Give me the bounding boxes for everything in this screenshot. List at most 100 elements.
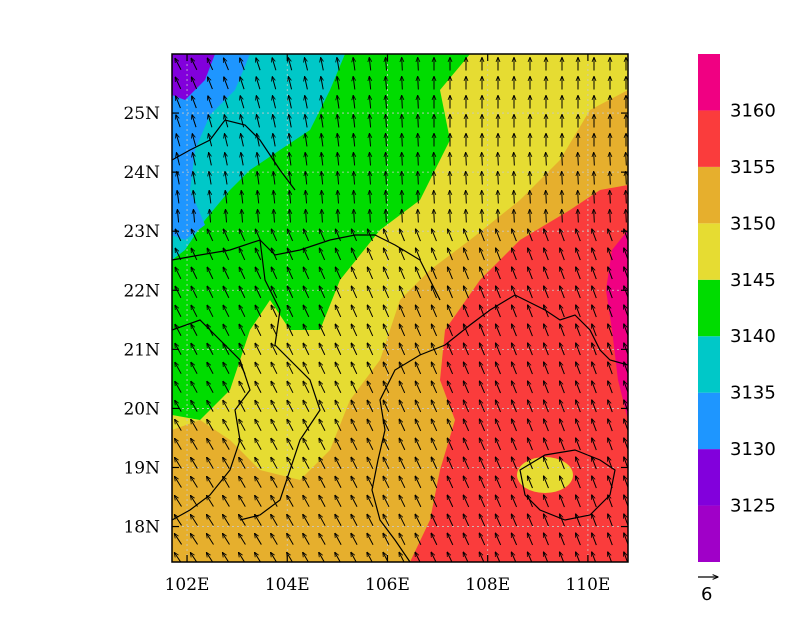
wind-vector <box>512 343 517 356</box>
wind-vector <box>495 457 502 470</box>
wind-vector <box>399 495 406 508</box>
wind-vector <box>255 514 262 526</box>
wind-vector <box>367 514 374 526</box>
wind-vector <box>287 267 294 280</box>
wind-vector <box>498 210 499 223</box>
wind-vector <box>335 305 342 318</box>
wind-vector <box>367 533 374 545</box>
wind-vector <box>594 172 595 185</box>
wind-vector <box>175 58 182 70</box>
wind-vector <box>560 457 565 470</box>
colorbar-swatch-0 <box>698 505 720 562</box>
wind-vector <box>528 267 533 280</box>
wind-vector <box>466 191 467 204</box>
wind-vector <box>191 343 198 355</box>
wind-vector <box>383 305 390 318</box>
wind-vector <box>271 400 278 412</box>
wind-vector <box>335 248 342 261</box>
wind-vector <box>319 286 326 299</box>
wind-vector <box>434 153 435 166</box>
wind-vector <box>608 381 613 394</box>
wind-vector <box>175 381 182 393</box>
wind-vector <box>207 248 214 261</box>
wind-vector <box>383 514 390 527</box>
wind-vector <box>463 438 470 451</box>
wind-vector <box>367 343 374 356</box>
wind-vector <box>303 305 310 318</box>
wind-vector <box>239 533 246 545</box>
wind-vector <box>479 343 485 356</box>
colorbar-label: 3140 <box>730 326 776 347</box>
wind-vector <box>303 324 310 337</box>
wind-vector <box>544 438 549 451</box>
wind-vector <box>464 267 469 280</box>
wind-vector <box>399 324 406 337</box>
wind-vector <box>608 324 613 337</box>
wind-vector <box>271 362 278 375</box>
wind-vector <box>271 495 278 507</box>
lon-tick-label: 102E <box>165 575 210 595</box>
wind-vector <box>351 324 358 337</box>
wind-vector <box>225 153 228 166</box>
wind-vector <box>223 476 230 488</box>
wind-vector <box>431 514 438 527</box>
wind-vector <box>272 77 277 90</box>
wind-vector <box>191 457 198 469</box>
wind-vector <box>175 77 182 90</box>
wind-vector <box>206 534 214 545</box>
wind-vector <box>560 267 565 280</box>
wind-vector <box>191 438 198 450</box>
latitude-axis: 18N 19N 20N 21N 22N 23N 24N 25N <box>123 104 628 538</box>
colorbar-swatch-1 <box>698 449 720 506</box>
wind-vector <box>274 210 275 223</box>
wind-vector <box>544 495 549 508</box>
wind-vector <box>319 343 326 356</box>
colorbar-label: 3130 <box>730 439 776 460</box>
wind-vector <box>610 210 611 223</box>
wind-vector <box>321 153 323 166</box>
wind-vector <box>335 438 342 451</box>
wind-vector <box>369 96 370 109</box>
wind-vector <box>560 495 565 508</box>
wind-vector <box>223 400 230 412</box>
wind-vector <box>257 134 260 147</box>
wind-vector <box>383 400 390 413</box>
wind-vector <box>224 77 229 90</box>
wind-vector <box>463 400 470 413</box>
wind-vector <box>610 172 611 185</box>
wind-vector <box>592 533 597 546</box>
wind-vector <box>496 286 501 299</box>
wind-vector <box>303 514 310 526</box>
wind-vector <box>207 438 214 450</box>
wind-vector <box>303 229 310 242</box>
wind-vector <box>207 381 214 393</box>
wind-vector <box>319 419 326 432</box>
wind-vector <box>592 248 597 261</box>
wind-vector <box>594 153 595 166</box>
wind-vector <box>447 438 454 451</box>
wind-vector <box>514 191 515 204</box>
wind-vector <box>255 286 262 299</box>
wind-vector <box>399 305 406 318</box>
wind-vector <box>207 305 214 318</box>
wind-vector <box>386 153 387 166</box>
wind-vector <box>447 362 454 375</box>
wind-vector <box>239 457 246 469</box>
wind-vector <box>289 191 290 204</box>
wind-vector <box>512 400 517 413</box>
wind-vector <box>527 476 533 489</box>
wind-vector <box>450 153 451 166</box>
wind-vector <box>351 248 358 261</box>
wind-vector <box>177 191 179 204</box>
wind-vector <box>495 476 502 489</box>
wind-vector <box>431 476 438 489</box>
wind-vector <box>592 229 597 242</box>
wind-vector <box>337 172 338 185</box>
wind-vector <box>273 134 275 147</box>
wind-vector <box>447 495 454 508</box>
wind-vector <box>239 267 246 280</box>
wind-vector <box>208 115 213 128</box>
wind-vector <box>480 324 485 337</box>
wind-vector <box>240 115 245 128</box>
wind-vector <box>530 210 531 223</box>
